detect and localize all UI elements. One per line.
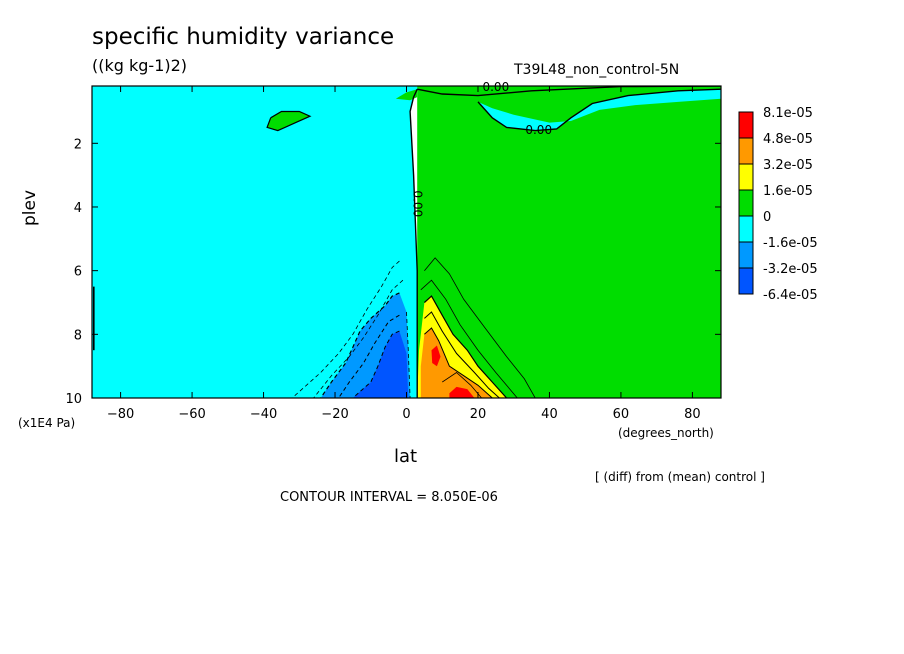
contour-fill-region-9 bbox=[420, 328, 493, 398]
contour-fill-region-3 bbox=[92, 86, 418, 398]
y-axis-unit: (x1E4 Pa) bbox=[18, 416, 76, 430]
legend-label-7: -6.4e-05 bbox=[763, 288, 818, 303]
contour-fill-region-0 bbox=[417, 86, 721, 398]
legend-swatch-2 bbox=[738, 163, 754, 191]
legend-swatch-5 bbox=[738, 241, 754, 269]
contour-line-2 bbox=[477, 88, 721, 132]
contour-fill-region-2 bbox=[478, 89, 721, 131]
contour-line-14 bbox=[352, 330, 400, 398]
diff-footnote: [ (diff) from (mean) control ] bbox=[595, 470, 765, 484]
legend-swatch-1 bbox=[738, 137, 754, 165]
contour-label-1: 0.00 bbox=[525, 123, 552, 137]
legend-label-1: 4.8e-05 bbox=[763, 132, 813, 147]
x-axis-label: lat bbox=[394, 446, 418, 467]
x-tick-label-8: 80 bbox=[684, 407, 701, 422]
contour-line-13 bbox=[338, 314, 400, 398]
x-axis-unit: (degrees_north) bbox=[618, 426, 714, 440]
contour-line-11 bbox=[313, 279, 404, 398]
y-tick-label-1: 4 bbox=[74, 201, 82, 216]
legend-swatch-6 bbox=[738, 267, 754, 295]
y-tick-label-0: 2 bbox=[74, 137, 82, 152]
contour-line-4 bbox=[424, 257, 536, 398]
contour-label-2: 0.00 bbox=[411, 190, 425, 217]
chart-title: specific humidity variance bbox=[92, 24, 395, 50]
contour-line-0 bbox=[409, 88, 418, 398]
legend-swatch-4 bbox=[738, 215, 754, 243]
contour-line-3 bbox=[266, 110, 312, 132]
run-label: T39L48_non_control-5N bbox=[514, 62, 680, 78]
x-tick-label-6: 40 bbox=[541, 407, 558, 422]
y-tick-label-3: 8 bbox=[74, 328, 82, 343]
y-tick-label-4: 10 bbox=[65, 392, 82, 407]
x-tick-label-7: 60 bbox=[613, 407, 630, 422]
x-tick-label-2: −40 bbox=[250, 407, 277, 422]
x-tick-label-3: −20 bbox=[321, 407, 348, 422]
x-tick-label-5: 20 bbox=[470, 407, 487, 422]
contour-fill-region-5 bbox=[395, 89, 418, 101]
x-tick-label-0: −80 bbox=[107, 407, 134, 422]
contour-label-0: 0.00 bbox=[482, 80, 509, 94]
contour-line-5 bbox=[420, 279, 518, 398]
contour-fill-region-12 bbox=[449, 386, 475, 398]
contour-fill-region-11 bbox=[431, 345, 441, 367]
contour-fill-region-7 bbox=[352, 331, 409, 398]
y-tick-label-2: 6 bbox=[74, 265, 82, 280]
legend-label-6: -3.2e-05 bbox=[763, 262, 818, 277]
legend-swatch-0 bbox=[738, 111, 754, 139]
legend-label-5: -1.6e-05 bbox=[763, 236, 818, 251]
contour-line-10 bbox=[291, 260, 400, 398]
x-tick-label-4: 0 bbox=[402, 407, 410, 422]
contour-line-15 bbox=[406, 311, 411, 398]
contour-line-12 bbox=[320, 292, 400, 398]
chart-units: ((kg kg-1)2) bbox=[92, 56, 188, 75]
contour-interval: CONTOUR INTERVAL = 8.050E-06 bbox=[280, 490, 498, 505]
contour-fill-region-1 bbox=[417, 86, 721, 96]
contour-line-8 bbox=[424, 327, 493, 398]
contour-line-7 bbox=[424, 311, 500, 398]
legend-label-0: 8.1e-05 bbox=[763, 106, 813, 121]
contour-line-9 bbox=[441, 371, 482, 398]
x-tick-label-1: −60 bbox=[178, 407, 205, 422]
contour-line-6 bbox=[423, 295, 508, 398]
legend-label-4: 0 bbox=[763, 210, 771, 225]
legend-swatch-3 bbox=[738, 189, 754, 217]
legend-label-3: 1.6e-05 bbox=[763, 184, 813, 199]
legend-label-2: 3.2e-05 bbox=[763, 158, 813, 173]
contour-fill-region-4 bbox=[267, 111, 310, 131]
